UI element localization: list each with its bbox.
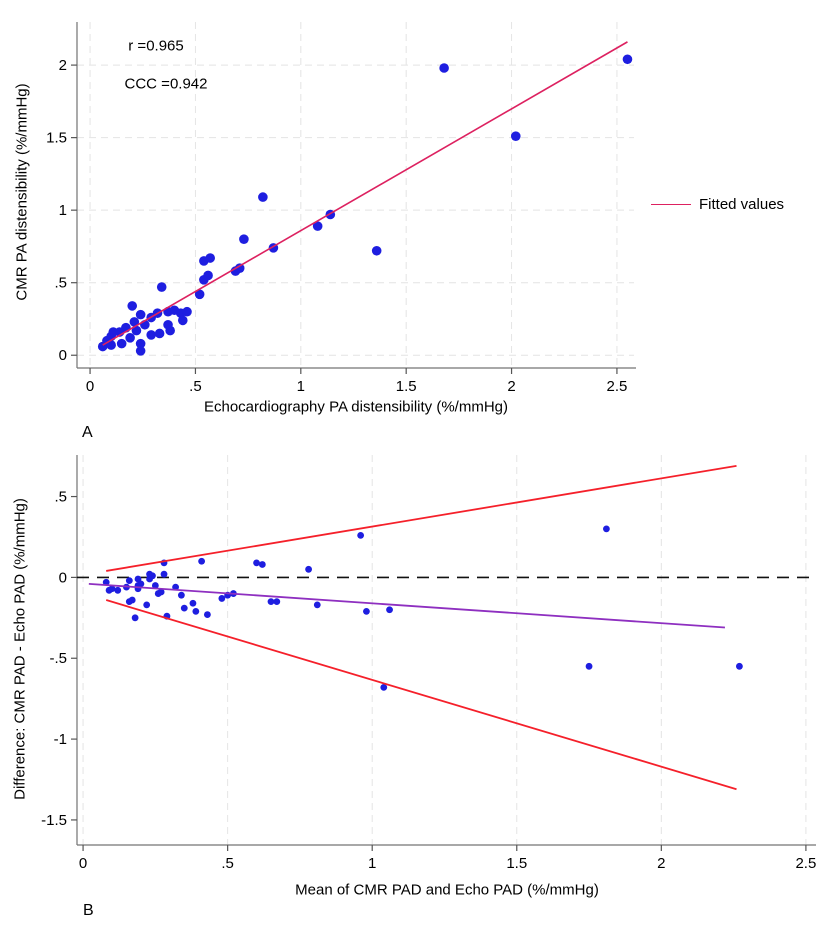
panel-b-x-axis-title: Mean of CMR PAD and Echo PAD (%/mmHg): [295, 881, 599, 899]
data-point: [357, 531, 365, 539]
data-point: [180, 604, 188, 612]
data-point: [154, 328, 165, 339]
legend-label: Fitted values: [699, 196, 785, 213]
data-point: [135, 346, 146, 356]
x-tick-label: .5: [189, 378, 202, 395]
data-point: [622, 54, 633, 65]
data-point: [102, 578, 110, 586]
correlation-annotation: r =0.965: [128, 37, 184, 55]
data-point: [125, 333, 135, 343]
data-point: [313, 601, 321, 609]
data-point: [371, 245, 382, 256]
x-tick-label: 0: [86, 378, 94, 395]
y-tick-label: 1.5: [46, 130, 67, 147]
data-point: [267, 598, 275, 606]
data-point: [273, 598, 281, 606]
data-point: [151, 582, 159, 589]
data-point: [510, 131, 521, 141]
data-point: [106, 340, 116, 350]
panel-b-letter: B: [83, 902, 94, 919]
data-point: [108, 585, 116, 593]
data-point: [258, 192, 268, 202]
data-point: [312, 221, 323, 231]
data-point: [189, 599, 197, 607]
data-point: [736, 662, 743, 670]
y-tick-label: 0: [59, 347, 67, 364]
data-point: [156, 282, 167, 292]
panel-a-letter: A: [82, 424, 93, 441]
data-point: [177, 315, 188, 326]
data-point: [198, 557, 206, 565]
legend: Fitted values: [651, 196, 784, 213]
x-tick-label: .5: [221, 855, 234, 872]
x-tick-label: 1.5: [506, 855, 527, 872]
fitted-values-line-swatch: [651, 204, 691, 205]
loa-upper-line: [106, 464, 737, 572]
ccc-annotation: CCC =0.942: [124, 75, 208, 93]
data-point: [160, 570, 168, 578]
data-point: [585, 662, 593, 670]
data-point: [127, 301, 138, 311]
data-point: [205, 253, 215, 263]
data-point: [380, 683, 388, 691]
y-tick-label: -1.5: [41, 812, 67, 829]
y-tick-label: 1: [59, 202, 67, 219]
data-point: [149, 572, 156, 580]
data-point: [172, 583, 179, 591]
data-point: [157, 588, 165, 596]
data-point: [192, 607, 200, 615]
y-tick-label: -.5: [49, 650, 67, 667]
data-point: [165, 325, 175, 336]
data-point: [128, 596, 136, 604]
data-point: [218, 595, 226, 602]
data-point: [135, 309, 146, 320]
data-point: [182, 306, 192, 317]
data-point: [137, 580, 145, 588]
y-tick-label: 0: [59, 569, 67, 586]
y-tick-label: .5: [54, 275, 67, 292]
data-point: [603, 525, 610, 533]
data-point: [131, 325, 142, 336]
data-point: [305, 565, 312, 573]
data-point: [177, 591, 185, 599]
y-tick-label: -1: [54, 731, 67, 748]
data-point: [363, 607, 370, 615]
data-point: [125, 577, 133, 585]
data-point: [129, 317, 140, 327]
loa-lower-line: [105, 599, 737, 791]
bias-line: [88, 582, 726, 629]
data-point: [114, 586, 122, 594]
x-tick-label: 1: [368, 855, 376, 872]
data-point: [135, 338, 146, 349]
x-tick-label: 2.5: [606, 378, 627, 395]
y-tick-label: 2: [59, 57, 67, 74]
panel-b-y-axis-title: Difference: CMR PAD - Echo PAD (%/mmHg): [11, 498, 29, 800]
x-tick-label: 0: [79, 855, 87, 872]
data-point: [253, 559, 260, 567]
panel-a-x-axis-title: Echocardiography PA distensibility (%/mm…: [203, 398, 509, 416]
data-point: [258, 561, 266, 568]
data-point: [116, 338, 127, 349]
data-point: [194, 289, 205, 300]
y-tick-label: .5: [54, 489, 67, 506]
data-point: [203, 270, 213, 281]
fitted-line: [102, 41, 628, 346]
data-point: [439, 63, 449, 73]
data-point: [143, 601, 151, 609]
data-point: [239, 234, 249, 244]
data-point: [386, 606, 393, 614]
x-tick-label: 2: [657, 855, 665, 872]
x-tick-label: 2.5: [795, 855, 816, 872]
data-point: [131, 614, 139, 622]
data-point: [203, 611, 211, 618]
x-tick-label: 2: [507, 378, 515, 395]
panel-a-y-axis-title: CMR PA distensibility (%/mmHg): [13, 83, 31, 301]
data-point: [146, 330, 156, 340]
x-tick-label: 1.5: [396, 378, 417, 395]
x-tick-label: 1: [297, 378, 305, 395]
data-point: [234, 263, 245, 273]
